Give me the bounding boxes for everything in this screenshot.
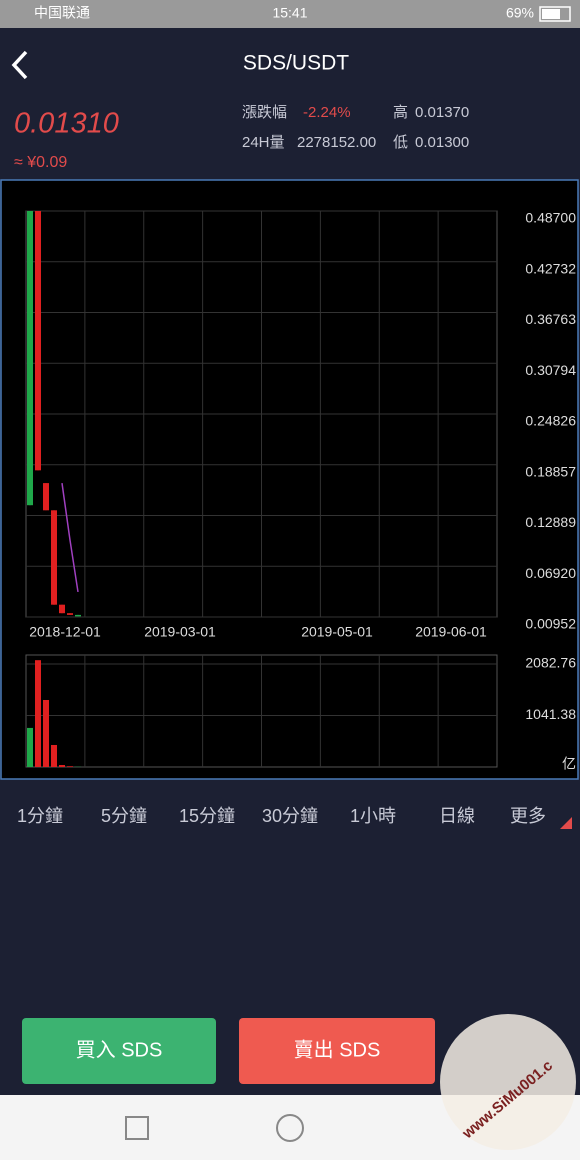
carrier: 中国联通: [34, 5, 90, 21]
x-tick-label: 2019-06-01: [415, 624, 487, 640]
volume-tick-label: 1041.38: [525, 706, 576, 722]
battery-fill: [542, 9, 560, 19]
period-tab[interactable]: 15分鐘: [179, 806, 235, 826]
battery-icon: [539, 6, 571, 22]
high-label: 高: [393, 104, 408, 121]
sell-button[interactable]: [239, 1018, 435, 1084]
sell-label[interactable]: 賣出 SDS: [294, 1038, 381, 1061]
y-tick-label: 0.00952: [525, 616, 576, 632]
candle-body: [75, 614, 81, 617]
period-tab[interactable]: 1分鐘: [17, 806, 63, 826]
y-tick-label: 0.12889: [525, 514, 576, 530]
y-tick-label: 0.42732: [525, 260, 576, 276]
volume-bar: [51, 744, 57, 767]
y-tick-label: 0.06920: [525, 565, 576, 581]
candle-body: [43, 483, 49, 511]
candle-body: [27, 211, 33, 506]
period-tab[interactable]: 30分鐘: [262, 806, 318, 826]
y-tick-label: 0.18857: [525, 463, 576, 479]
y-tick-label: 0.30794: [525, 362, 576, 378]
candle-body: [51, 510, 57, 605]
high: 0.01370: [415, 104, 469, 121]
volume-tick-label: 2082.76: [525, 655, 576, 671]
period-tab[interactable]: 更多: [510, 806, 546, 826]
volume-bar: [67, 766, 73, 767]
buy-label[interactable]: 買入 SDS: [76, 1039, 163, 1061]
low: 0.01300: [415, 134, 469, 151]
back-button[interactable]: [11, 50, 28, 80]
candle-body: [67, 613, 73, 615]
watermark-badge: [440, 1014, 576, 1150]
x-tick-label: 2018-12-01: [29, 624, 101, 640]
volume-label: 24H量: [242, 134, 285, 151]
ma-line: [61, 482, 79, 593]
x-tick-label: 2019-03-01: [144, 624, 216, 640]
y-tick-label: 0.36763: [525, 311, 576, 327]
battery-level: 69%: [506, 5, 534, 21]
volume-bar: [59, 765, 65, 767]
candle-body: [35, 211, 41, 471]
change: -2.24%: [303, 104, 351, 121]
buy-button[interactable]: [22, 1018, 216, 1084]
low-label: 低: [393, 134, 408, 151]
y-tick-label: 0.48700: [525, 210, 576, 226]
volume-bar: [35, 660, 41, 767]
home[interactable]: [276, 1114, 304, 1142]
period-tab[interactable]: 日線: [439, 806, 475, 826]
more-indicator: [560, 817, 572, 829]
volume-bar: [27, 727, 33, 767]
volume-bar: [43, 699, 49, 767]
cny-price: ≈ ¥0.09: [14, 154, 67, 171]
chart-frame: [0, 179, 579, 780]
period-tab[interactable]: 1小時: [350, 806, 396, 826]
last-price: 0.01310: [14, 108, 119, 140]
period-tab[interactable]: 5分鐘: [101, 806, 147, 826]
y-tick-label: 0.24826: [525, 413, 576, 429]
volume: 2278152.00: [297, 134, 376, 151]
x-tick-label: 2019-05-01: [301, 624, 373, 640]
volume-unit: 亿: [562, 756, 576, 772]
change-label: 漲跌幅: [242, 104, 287, 121]
candle-body: [59, 604, 65, 614]
pair-title: SDS/USDT: [243, 52, 349, 75]
clock: 15:41: [272, 5, 307, 21]
recent-apps[interactable]: [125, 1116, 149, 1140]
status-bar: [0, 0, 580, 28]
